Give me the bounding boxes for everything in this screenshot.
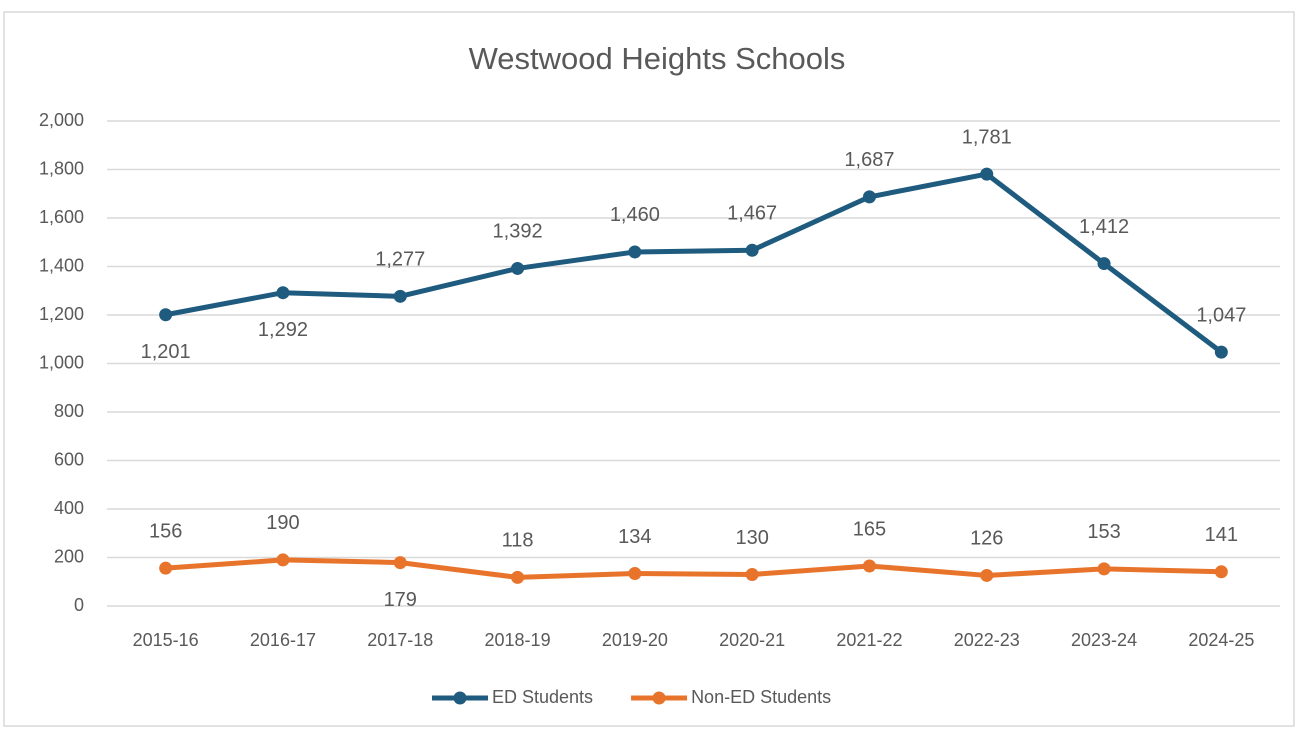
- data-point: [1097, 257, 1111, 271]
- series-line: [165, 557, 1222, 580]
- data-label: 156: [149, 520, 182, 542]
- data-point: [276, 553, 290, 567]
- y-tick-label: 1,200: [39, 304, 84, 324]
- legend-marker: [652, 691, 666, 705]
- y-tick-label: 800: [54, 401, 84, 421]
- y-tick-label: 1,000: [39, 352, 84, 372]
- x-tick-label: 2018-19: [485, 630, 551, 650]
- data-point: [745, 243, 759, 257]
- data-label: 1,467: [727, 203, 777, 225]
- chart-frame: [3, 11, 1295, 727]
- data-label: 179: [384, 589, 417, 611]
- data-point: [159, 561, 173, 575]
- data-label: 1,781: [962, 126, 1012, 148]
- x-tick-label: 2016-17: [250, 630, 316, 650]
- data-point: [159, 308, 173, 322]
- data-label: 1,687: [844, 149, 894, 171]
- y-tick-label: 600: [54, 449, 84, 469]
- data-point: [276, 286, 290, 300]
- y-tick-label: 1,400: [39, 255, 84, 275]
- data-label: 1,277: [375, 249, 425, 271]
- data-point: [511, 570, 525, 584]
- data-point: [511, 261, 525, 275]
- data-point: [862, 559, 876, 573]
- data-point: [628, 245, 642, 259]
- data-label: 165: [853, 518, 886, 540]
- data-point: [980, 568, 994, 582]
- y-tick-label: 400: [54, 498, 84, 518]
- data-point: [745, 567, 759, 581]
- data-point: [862, 190, 876, 204]
- data-label: 1,292: [258, 319, 308, 341]
- x-tick-label: 2020-21: [719, 630, 785, 650]
- data-point: [1214, 345, 1228, 359]
- y-tick-label: 200: [54, 546, 84, 566]
- y-tick-label: 1,600: [39, 207, 84, 227]
- data-label: 134: [618, 526, 651, 548]
- data-label: 1,392: [493, 221, 543, 243]
- legend-label: Non-ED Students: [691, 687, 831, 707]
- data-label: 1,460: [610, 204, 660, 226]
- y-tick-label: 2,000: [39, 110, 84, 130]
- data-point: [1097, 562, 1111, 576]
- x-tick-label: 2023-24: [1071, 630, 1137, 650]
- x-tick-label: 2017-18: [367, 630, 433, 650]
- data-label: 141: [1205, 524, 1238, 546]
- data-label: 1,201: [141, 341, 191, 363]
- data-label: 1,047: [1196, 304, 1246, 326]
- data-label: 1,412: [1079, 216, 1129, 238]
- data-point: [628, 567, 642, 581]
- y-tick-label: 1,800: [39, 158, 84, 178]
- x-tick-label: 2021-22: [836, 630, 902, 650]
- data-point: [1214, 565, 1228, 579]
- data-label: 118: [502, 530, 534, 552]
- legend-marker: [453, 691, 467, 705]
- data-label: 130: [735, 527, 768, 549]
- x-tick-label: 2024-25: [1188, 630, 1254, 650]
- x-tick-label: 2022-23: [954, 630, 1020, 650]
- series-line: [165, 171, 1223, 355]
- chart-title: Westwood Heights Schools: [469, 41, 846, 76]
- x-tick-label: 2019-20: [602, 630, 668, 650]
- x-tick-label: 2015-16: [133, 630, 199, 650]
- data-label: 153: [1087, 521, 1120, 543]
- data-point: [393, 289, 407, 303]
- legend-label: ED Students: [492, 687, 593, 707]
- y-tick-label: 0: [74, 595, 84, 615]
- data-label: 190: [266, 512, 299, 534]
- data-label: 126: [970, 528, 1003, 550]
- data-point: [393, 556, 407, 570]
- data-point: [980, 167, 994, 181]
